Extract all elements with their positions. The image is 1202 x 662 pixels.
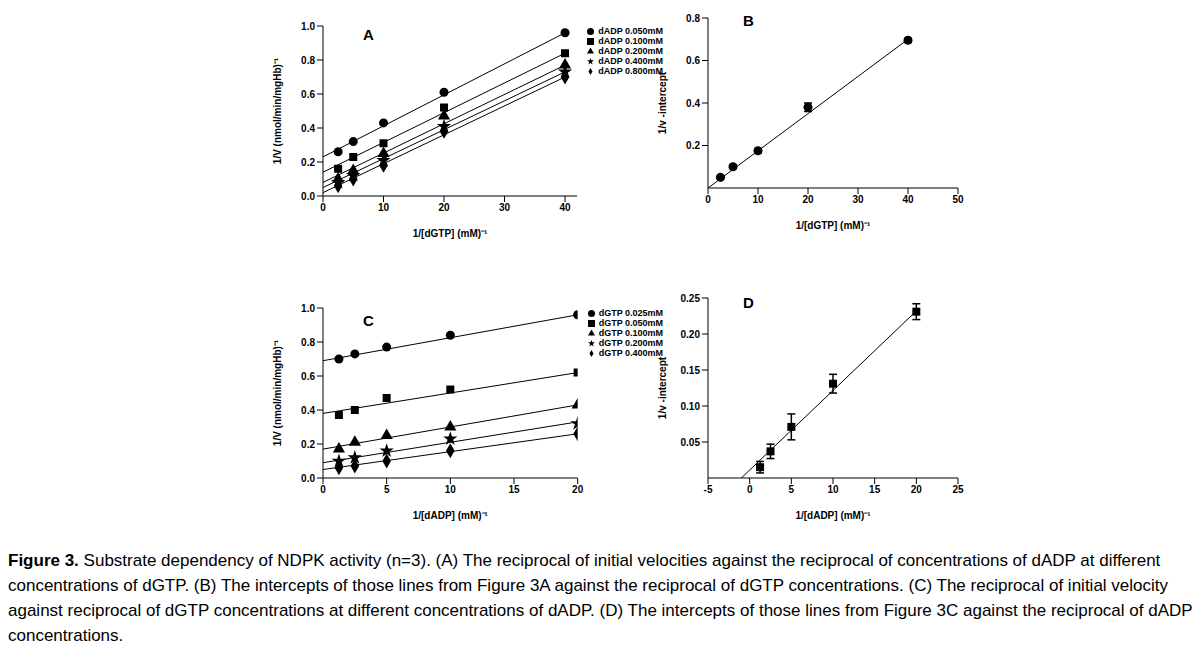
svg-text:10: 10: [752, 194, 764, 205]
html-text:dGTP 0.200mM: dGTP 0.200mM: [598, 338, 663, 348]
svg-text:1.0: 1.0: [301, 21, 315, 32]
svg-text:15: 15: [508, 484, 520, 495]
svg-text:1/[dADP] (mM)⁻¹: 1/[dADP] (mM)⁻¹: [413, 510, 489, 521]
html-text:dGTP 0.050mM: dGTP 0.050mM: [598, 318, 663, 328]
html-text:dGTP 0.100mM: dGTP 0.100mM: [598, 328, 663, 338]
svg-text:20: 20: [438, 202, 450, 213]
svg-text:10: 10: [378, 202, 390, 213]
svg-text:25: 25: [952, 484, 964, 495]
svg-text:20: 20: [911, 484, 923, 495]
html-text:D: D: [743, 294, 754, 311]
svg-text:0.25: 0.25: [681, 293, 701, 304]
svg-text:0: 0: [705, 194, 711, 205]
svg-text:0.8: 0.8: [301, 55, 315, 66]
svg-text:20: 20: [572, 484, 584, 495]
svg-text:0.10: 0.10: [681, 401, 701, 412]
html-text:dADP 0.050mM: dADP 0.050mM: [598, 26, 663, 36]
html-text:dADP 0.800mM: dADP 0.800mM: [598, 66, 663, 76]
html-text:dADP 0.100mM: dADP 0.100mM: [598, 36, 663, 46]
svg-text:40: 40: [902, 194, 914, 205]
svg-text:0.20: 0.20: [681, 329, 701, 340]
svg-text:0.8: 0.8: [686, 13, 700, 24]
svg-text:50: 50: [952, 194, 964, 205]
svg-text:1/v -intercept: 1/v -intercept: [657, 356, 668, 419]
svg-text:20: 20: [802, 194, 814, 205]
svg-text:0.6: 0.6: [686, 55, 700, 66]
html-text:dADP 0.400mM: dADP 0.400mM: [598, 56, 663, 66]
html-text:dGTP 0.025mM: dGTP 0.025mM: [598, 308, 663, 318]
svg-text:0.4: 0.4: [301, 405, 315, 416]
svg-text:1/[dGTP] (mM)⁻¹: 1/[dGTP] (mM)⁻¹: [796, 220, 871, 231]
svg-text:1/V (nmol/min/mgHb)⁻¹: 1/V (nmol/min/mgHb)⁻¹: [272, 57, 283, 164]
svg-text:0.4: 0.4: [686, 98, 700, 109]
html-text:Figure 3. Substrate dependency: Figure 3. Substrate dependency of NDPK a…: [8, 551, 1193, 645]
svg-text:0.6: 0.6: [301, 371, 315, 382]
svg-text:0.2: 0.2: [686, 140, 700, 151]
svg-text:0: 0: [320, 202, 326, 213]
svg-text:0.0: 0.0: [301, 473, 315, 484]
html-text:dGTP 0.400mM: dGTP 0.400mM: [598, 348, 663, 358]
html-text:B: B: [743, 12, 754, 29]
svg-text:0.4: 0.4: [301, 123, 315, 134]
svg-text:1/[dGTP] (mM)⁻¹: 1/[dGTP] (mM)⁻¹: [413, 228, 488, 239]
svg-text:5: 5: [384, 484, 390, 495]
svg-text:0.05: 0.05: [681, 437, 701, 448]
svg-text:5: 5: [789, 484, 795, 495]
svg-text:0: 0: [320, 484, 326, 495]
svg-text:30: 30: [499, 202, 511, 213]
svg-text:15: 15: [869, 484, 881, 495]
svg-text:0.2: 0.2: [301, 439, 315, 450]
svg-text:0.6: 0.6: [301, 89, 315, 100]
svg-text:10: 10: [827, 484, 839, 495]
html-text:C: C: [363, 312, 374, 329]
svg-text:1.0: 1.0: [301, 303, 315, 314]
svg-text:0.15: 0.15: [681, 365, 701, 376]
svg-text:40: 40: [559, 202, 571, 213]
html-text:dADP 0.200mM: dADP 0.200mM: [598, 46, 663, 56]
svg-text:1/v -intercept: 1/v -intercept: [657, 71, 668, 134]
svg-text:30: 30: [852, 194, 864, 205]
svg-text:1/[dADP] (mM)⁻¹: 1/[dADP] (mM)⁻¹: [795, 510, 871, 521]
svg-text:0: 0: [747, 484, 753, 495]
svg-text:1/V (nmol/min/mgHb)⁻¹: 1/V (nmol/min/mgHb)⁻¹: [272, 339, 283, 446]
svg-text:0.8: 0.8: [301, 337, 315, 348]
svg-text:-5: -5: [704, 484, 713, 495]
svg-text:10: 10: [445, 484, 457, 495]
svg-text:0.0: 0.0: [301, 191, 315, 202]
svg-text:0.2: 0.2: [301, 157, 315, 168]
html-text:A: A: [363, 26, 374, 43]
